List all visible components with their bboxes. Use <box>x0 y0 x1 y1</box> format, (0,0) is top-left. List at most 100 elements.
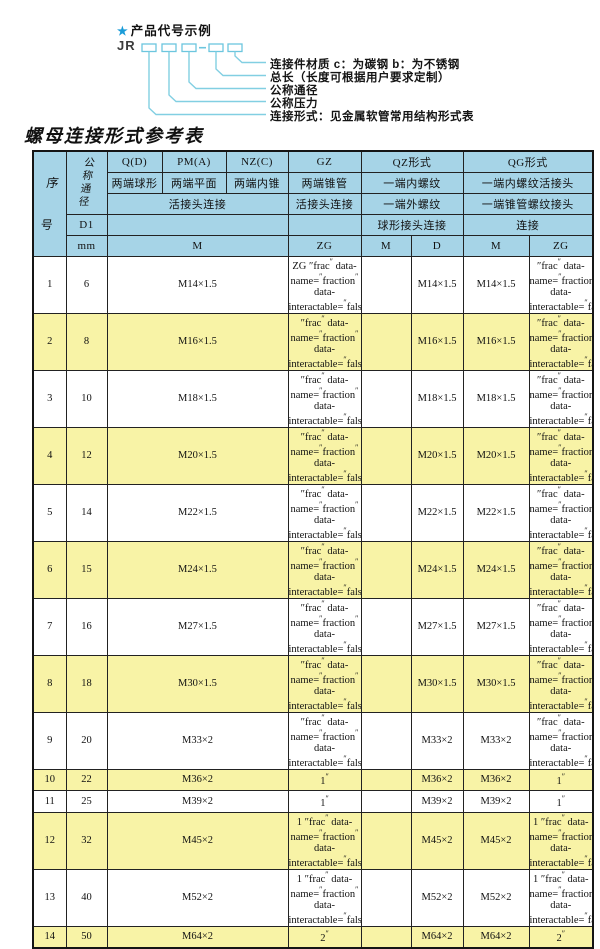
code-box-4 <box>208 43 224 53</box>
inch-mark: ″ <box>536 659 542 671</box>
inch-mark: ″ <box>304 816 309 828</box>
cell-gz: 1 ″frac″ data-name=″fraction″ data-inter… <box>287 868 362 927</box>
cell-seq: 3 <box>32 369 67 428</box>
inch-mark: ″ <box>355 827 359 837</box>
cell-qg-zg: 1 ″frac″ data-name=″fraction″ data-inter… <box>528 811 594 870</box>
cell-qz-m <box>360 925 412 948</box>
code-box-5 <box>227 43 243 53</box>
header-dn: 公称通径 <box>65 150 108 215</box>
table-header: 序号 公称通径 Q(D) PM(A) NZ(C) GZ QZ形式 QG形式 两端… <box>32 150 594 257</box>
header-nz-desc: 两端内锥 <box>225 171 289 194</box>
cell-seq: 14 <box>32 925 67 948</box>
cell-qg-zg: ″frac″ data-name=″fraction″ data-interac… <box>528 540 594 599</box>
inch-mark: ″ <box>561 772 566 782</box>
cell-gz: ″frac″ data-name=″fraction″ data-interac… <box>287 654 362 713</box>
nut-connection-reference-table: 序号 公称通径 Q(D) PM(A) NZ(C) GZ QZ形式 QG形式 两端… <box>32 150 595 949</box>
cell-gz: ZG ″frac″ data-name=″fraction″ data-inte… <box>287 255 362 314</box>
cell-seq: 8 <box>32 654 67 713</box>
inch-mark: ″ <box>321 427 325 437</box>
header-qz-m: M <box>360 234 412 257</box>
label-material: 连接件材质 c：为碳钢 b：为不锈钢 <box>270 59 460 71</box>
table-row: 3 10 M18×1.5 ″frac″ data-name=″fraction″ da… <box>32 369 594 428</box>
label-total-length: 总长（长度可根据用户要求定制） <box>270 72 450 84</box>
code-prefix: JR <box>117 38 136 53</box>
inch-mark: ″ <box>355 613 359 623</box>
inch-mark: ″ <box>536 260 542 272</box>
inch-mark: ″ <box>321 541 325 551</box>
cell-seq: 5 <box>32 483 67 542</box>
cell-seq: 7 <box>32 597 67 656</box>
inch-mark: ″ <box>343 853 347 863</box>
cell-m-thread: M39×2 <box>106 790 289 813</box>
cell-qz-d: M64×2 <box>410 925 464 948</box>
header-qg-connect: 连接 <box>462 213 594 236</box>
inch-mark: ″ <box>321 484 325 494</box>
inch-mark: ″ <box>355 385 359 395</box>
star-icon: ★ <box>117 24 129 38</box>
header-gz-desc: 两端锥管 <box>287 171 362 194</box>
header-qz: QZ形式 <box>360 150 464 173</box>
header-d1: D1 <box>65 213 108 236</box>
inch-mark: ″ <box>557 370 561 380</box>
inch-mark: ″ <box>557 256 561 266</box>
product-code-diagram: ★ 产品代号示例 JR 连接件材质 c：为碳钢 b：为不锈钢 总长（长度可根据用户… <box>0 0 600 150</box>
cell-qz-d: M22×1.5 <box>410 483 464 542</box>
inch-mark: ″ <box>536 374 542 386</box>
cell-qg-m: M20×1.5 <box>462 426 530 485</box>
header-qg-zg: ZG <box>528 234 594 257</box>
inch-mark: ″ <box>355 499 359 509</box>
table-row: 12 32 M45×2 1 ″frac″ data-name=″fraction″ d… <box>32 811 594 870</box>
inch-mark: ″ <box>343 525 347 535</box>
cell-qg-m: M30×1.5 <box>462 654 530 713</box>
cell-qz-d: M14×1.5 <box>410 255 464 314</box>
cell-qz-d: M36×2 <box>410 768 464 791</box>
inch-mark: ″ <box>355 727 359 737</box>
table-row: 14 50 M64×2 2″ M64×2 M64×2 2″ <box>32 925 594 948</box>
inch-mark: ″ <box>343 468 347 478</box>
cell-qg-zg: ″frac″ data-name=″fraction″ data-interac… <box>528 597 594 656</box>
cell-seq: 1 <box>32 255 67 314</box>
cell-dn: 15 <box>65 540 108 599</box>
inch-mark: ″ <box>319 271 323 281</box>
cell-gz: ″frac″ data-name=″fraction″ data-interac… <box>287 312 362 371</box>
inch-mark: ″ <box>325 869 329 879</box>
table-row: 13 40 M52×2 1 ″frac″ data-name=″fraction″ d… <box>32 868 594 927</box>
cell-qz-d: M16×1.5 <box>410 312 464 371</box>
table-row: 7 16 M27×1.5 ″frac″ data-name=″fraction″ da… <box>32 597 594 656</box>
header-qz-desc: 一端内螺纹 <box>360 171 464 194</box>
diagram-title-text: 产品代号示例 <box>130 24 212 38</box>
cell-dn: 14 <box>65 483 108 542</box>
cell-gz: ″frac″ data-name=″fraction″ data-interac… <box>287 426 362 485</box>
cell-qg-zg: 2″ <box>528 925 594 948</box>
table-row: 2 8 M16×1.5 ″frac″ data-name=″fraction″ dat… <box>32 312 594 371</box>
inch-mark: ″ <box>300 659 306 671</box>
inch-mark: ″ <box>355 884 359 894</box>
cell-qz-d: M52×2 <box>410 868 464 927</box>
header-qg-desc: 一端内螺纹活接头 <box>462 171 594 194</box>
inch-mark: ″ <box>584 696 588 706</box>
table-row: 9 20 M33×2 ″frac″ data-name=″fraction″ data… <box>32 711 594 770</box>
cell-qg-zg: ″frac″ data-name=″fraction″ data-interac… <box>528 711 594 770</box>
diagram-title: ★ 产品代号示例 <box>117 20 212 39</box>
cell-m-thread: M33×2 <box>106 711 289 770</box>
cell-seq: 11 <box>32 790 67 813</box>
inch-mark: ″ <box>557 541 561 551</box>
cell-qz-m <box>360 312 412 371</box>
cell-dn: 12 <box>65 426 108 485</box>
cell-m-thread: M24×1.5 <box>106 540 289 599</box>
cell-gz: ″frac″ data-name=″fraction″ data-interac… <box>287 369 362 428</box>
inch-mark: ″ <box>325 929 329 938</box>
cell-qg-m: M64×2 <box>462 925 530 948</box>
header-qz-ball-joint: 球形接头连接 <box>360 213 464 236</box>
inch-mark: ″ <box>343 411 347 421</box>
cell-qg-zg: ″frac″ data-name=″fraction″ data-interac… <box>528 654 594 713</box>
cell-qz-d: M30×1.5 <box>410 654 464 713</box>
inch-mark: ″ <box>557 313 561 323</box>
cell-qz-d: M24×1.5 <box>410 540 464 599</box>
inch-mark: ″ <box>308 260 314 272</box>
table-row: 6 15 M24×1.5 ″frac″ data-name=″fraction″ da… <box>32 540 594 599</box>
cell-qg-zg: ″frac″ data-name=″fraction″ data-interac… <box>528 255 594 314</box>
cell-qg-m: M16×1.5 <box>462 312 530 371</box>
cell-gz: ″frac″ data-name=″fraction″ data-interac… <box>287 597 362 656</box>
inch-mark: ″ <box>300 602 306 614</box>
